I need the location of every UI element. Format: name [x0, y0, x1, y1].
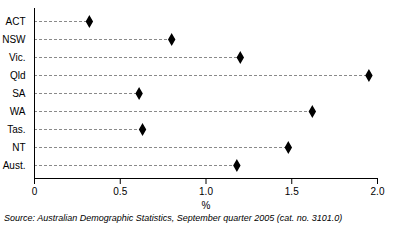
svg-text:Aust.: Aust. — [3, 160, 26, 171]
svg-text:ACT: ACT — [6, 16, 26, 27]
svg-text:1.0: 1.0 — [199, 186, 213, 197]
svg-text:SA: SA — [12, 88, 26, 99]
svg-text:NSW: NSW — [2, 34, 26, 45]
svg-text:WA: WA — [10, 106, 26, 117]
svg-text:%: % — [202, 200, 211, 211]
svg-text:Vic.: Vic. — [9, 52, 26, 63]
svg-text:0.5: 0.5 — [113, 186, 127, 197]
svg-text:2.0: 2.0 — [371, 186, 385, 197]
svg-text:0: 0 — [32, 186, 38, 197]
svg-text:Qld: Qld — [10, 70, 26, 81]
html-text:Source: Australian Demographic: Source: Australian Demographic Statistic… — [4, 213, 343, 223]
svg-text:NT: NT — [12, 142, 25, 153]
svg-text:1.5: 1.5 — [285, 186, 299, 197]
svg-text:Tas.: Tas. — [7, 124, 25, 135]
